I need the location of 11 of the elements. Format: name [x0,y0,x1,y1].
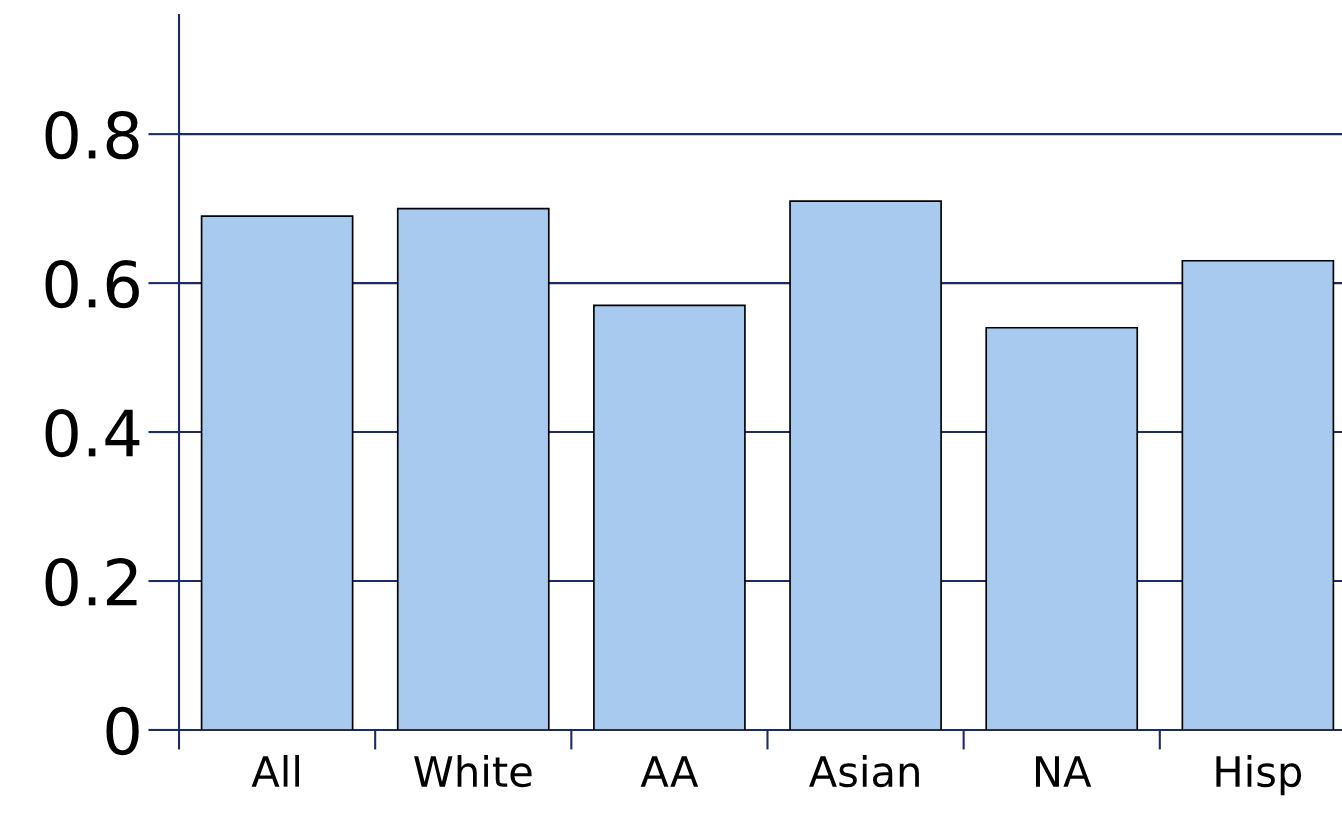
x-tick-label: Hisp [1216,754,1302,796]
x-tick-label: White [414,754,532,788]
y-tick-label: 0 [106,706,139,756]
y-tick-label: 0.8 [45,110,139,160]
y-tick-label: 0.6 [45,259,139,309]
x-tick-label: NA [1035,756,1092,787]
y-tick-label: 0.4 [45,408,140,458]
x-tick-label: AA [640,756,699,787]
x-tick-label: Asian [809,754,919,788]
y-tick-label: 0.2 [45,557,137,607]
x-tick-label: All [251,754,300,787]
